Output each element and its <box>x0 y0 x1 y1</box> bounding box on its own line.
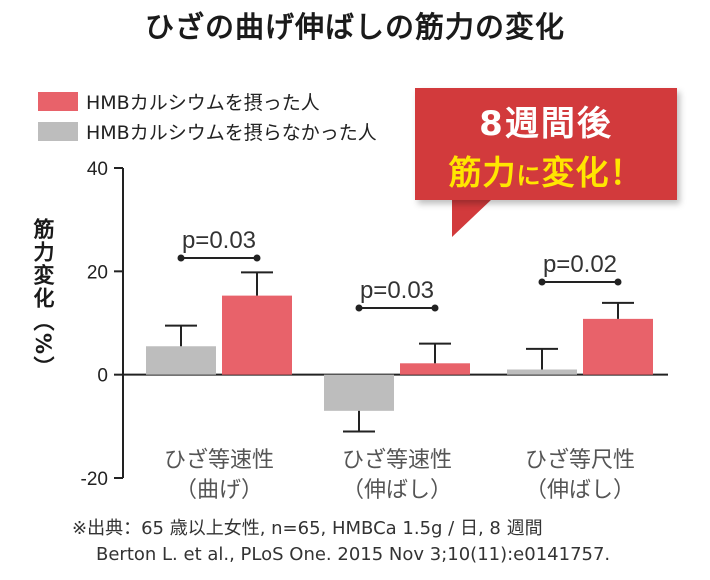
bar-hmb <box>400 363 470 375</box>
y-tick-label: 40 <box>87 159 108 180</box>
category-label-line2: （曲げ） <box>175 478 263 503</box>
category-label-line1: ひざ等速性 <box>164 447 274 473</box>
footnote-citation: Berton L. et al., PLoS One. 2015 Nov 3;1… <box>96 544 611 565</box>
category-label-line1: ひざ等速性 <box>342 447 452 473</box>
significance-dot-right <box>253 254 261 262</box>
footnote-source: ※出典：65 歳以上女性, n=65, HMBCa 1.5g / 日, 8 週間 <box>72 518 543 539</box>
category-label-line2: （伸ばし） <box>525 478 635 503</box>
callout-word-change: 変化！ <box>541 153 644 192</box>
y-axis-label: 筋力変化（%） <box>31 218 55 380</box>
significance-dot-right <box>431 304 439 312</box>
legend-label-hmb: HMBカルシウムを摂った人 <box>86 91 320 114</box>
y-tick-label: 0 <box>97 366 108 387</box>
callout-line2: 筋力に変化！ <box>415 146 677 194</box>
p-value-label: p=0.02 <box>543 251 617 278</box>
p-value-label: p=0.03 <box>182 227 256 254</box>
bar-control <box>146 346 216 375</box>
callout-word-strength: 筋力 <box>448 153 517 192</box>
callout-box <box>415 88 677 200</box>
legend-swatch-hmb <box>38 91 78 111</box>
bar-control <box>324 374 394 411</box>
callout-tail <box>452 199 492 237</box>
significance-dot-right <box>614 278 622 286</box>
callout-particle: に <box>516 162 542 190</box>
significance-dot-left <box>355 304 363 312</box>
p-value-label: p=0.03 <box>360 277 434 304</box>
category-label-line2: （伸ばし） <box>342 478 452 503</box>
bar-control <box>507 369 577 375</box>
legend: HMBカルシウムを摂った人 HMBカルシウムを摂らなかった人 <box>38 86 377 146</box>
chart-title: ひざの曲げ伸ばしの筋力の変化 <box>144 10 565 44</box>
y-tick-label: 20 <box>87 262 108 283</box>
significance-dot-left <box>538 278 546 286</box>
y-tick-label: -20 <box>81 469 108 490</box>
bar-hmb <box>222 295 292 375</box>
legend-label-control: HMBカルシウムを摂らなかった人 <box>86 121 377 144</box>
legend-item-hmb: HMBカルシウムを摂った人 <box>38 86 377 116</box>
legend-item-control: HMBカルシウムを摂らなかった人 <box>38 116 377 146</box>
significance-dot-left <box>177 254 185 262</box>
callout-line1: 8週間後 <box>479 104 613 144</box>
bar-hmb <box>583 318 653 375</box>
category-label-line1: ひざ等尺性 <box>525 447 635 473</box>
legend-swatch-control <box>38 121 78 141</box>
